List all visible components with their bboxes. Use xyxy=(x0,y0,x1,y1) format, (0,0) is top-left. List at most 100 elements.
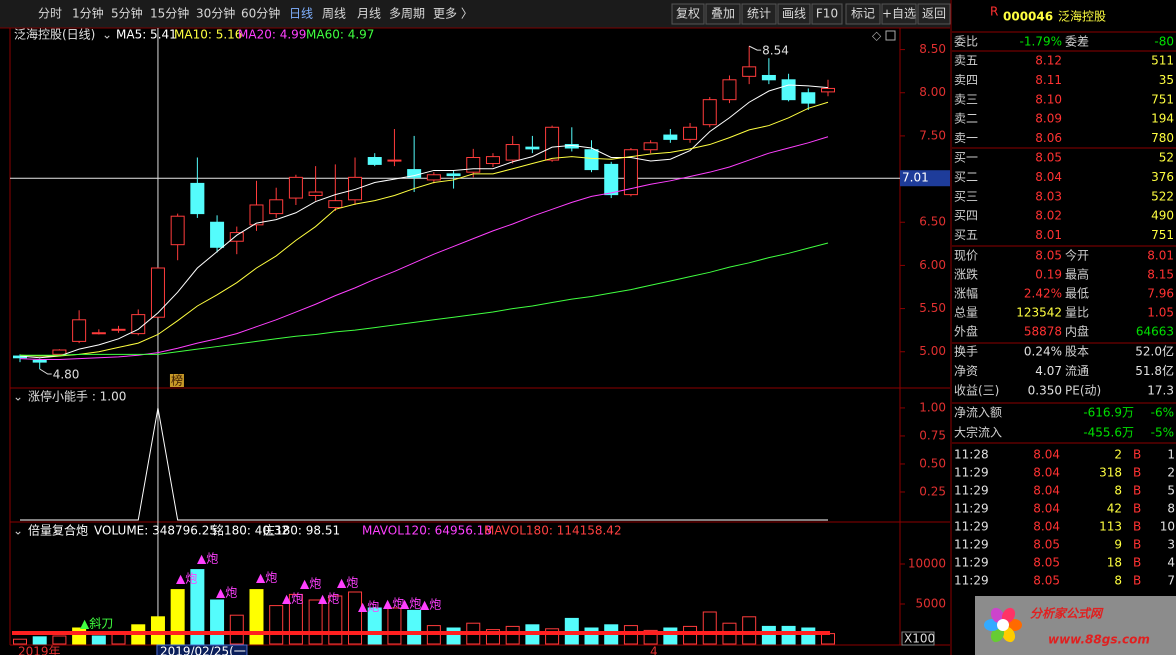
tool-button[interactable] xyxy=(881,3,917,25)
tool-button[interactable] xyxy=(777,3,811,25)
flow-pct: -6% xyxy=(1151,406,1174,420)
period-tab[interactable]: 更多 〉 xyxy=(433,7,473,21)
trade-price: 8.05 xyxy=(1033,574,1060,588)
y-tick-label: 6.00 xyxy=(919,258,946,272)
knife-label: ▲斜刀 xyxy=(80,617,113,631)
candle-body xyxy=(111,328,126,331)
period-tab[interactable]: 15分钟 xyxy=(150,6,189,21)
tool-button[interactable] xyxy=(671,3,705,25)
volume-bar xyxy=(781,625,796,645)
depth-label: 买三 xyxy=(954,189,978,203)
quote-value: 1.05 xyxy=(1147,306,1174,320)
tool-label[interactable]: 复权 xyxy=(676,7,700,21)
collapse-icon[interactable]: ⌄ xyxy=(13,390,23,404)
trade-count: 3 xyxy=(1167,538,1175,552)
y-tick-label: 5.00 xyxy=(919,344,946,358)
trade-side: B xyxy=(1133,448,1141,462)
period-tab[interactable]: 月线 xyxy=(357,7,381,21)
candle-body xyxy=(52,349,67,355)
period-tab[interactable]: 分时 xyxy=(38,7,62,21)
y-tick-label: 0.25 xyxy=(919,484,946,498)
unit-box xyxy=(901,631,935,646)
tool-button[interactable] xyxy=(845,3,881,25)
volume-bar xyxy=(387,607,402,645)
trade-price: 8.04 xyxy=(1033,520,1060,534)
candle-body xyxy=(623,149,638,196)
period-tab[interactable]: 周线 xyxy=(322,7,346,21)
collapse-icon[interactable]: ⌄ xyxy=(13,524,23,538)
y-tick-label: 8.50 xyxy=(919,42,946,56)
depth-volume: 511 xyxy=(1151,54,1174,68)
quote-label: 量比 xyxy=(1065,306,1089,320)
diamond-icon[interactable]: ◇ xyxy=(872,29,882,43)
y-tick-label: 5000 xyxy=(915,597,946,611)
collapse-icon[interactable]: ⌄ xyxy=(102,28,112,42)
logo-petal xyxy=(1001,626,1016,643)
period-tab[interactable]: 30分钟 xyxy=(196,6,235,21)
date-label: 2019/02/25(一 xyxy=(160,645,246,655)
tool-label[interactable]: +自选 xyxy=(882,7,916,21)
volume-bar xyxy=(229,614,244,645)
trade-volume: 2 xyxy=(1114,448,1122,462)
marker-label: 榜 xyxy=(171,373,183,388)
tool-label[interactable]: 标记 xyxy=(851,7,875,21)
quote-label: 最高 xyxy=(1065,267,1089,282)
period-tab[interactable]: 多周期 xyxy=(389,7,425,21)
signal-label: ▲炮 xyxy=(318,592,339,606)
trade-side: B xyxy=(1133,574,1141,588)
tool-label[interactable]: 返回 xyxy=(922,7,946,21)
quote-value: 4.07 xyxy=(1035,364,1062,378)
trade-side: B xyxy=(1133,466,1141,480)
depth-price: 8.03 xyxy=(1035,189,1062,203)
trade-time: 11:29 xyxy=(954,520,989,534)
tool-button[interactable] xyxy=(705,3,741,25)
tool-label[interactable]: 统计 xyxy=(747,7,771,21)
depth-volume: 376 xyxy=(1151,170,1174,184)
volume-label: VOLUME: 348796.25 xyxy=(94,524,217,538)
volume-bar xyxy=(446,627,461,645)
depth-volume: 52 xyxy=(1159,151,1174,165)
tool-label[interactable]: 画线 xyxy=(782,7,806,21)
tool-button[interactable] xyxy=(917,3,951,25)
flow-value: -455.6万 xyxy=(1083,426,1134,440)
current-price-tag xyxy=(900,170,950,187)
candle-body xyxy=(446,173,461,177)
candle-body xyxy=(288,176,303,199)
chart-title: 泛海控股(日线) xyxy=(14,27,95,42)
trade-volume: 318 xyxy=(1099,466,1122,480)
y-tick-label: 6.50 xyxy=(919,215,946,229)
tool-label[interactable]: 叠加 xyxy=(711,7,735,21)
indicator-title: 涨停小能手 : 1.00 xyxy=(28,389,126,404)
quote-value: 2.42% xyxy=(1024,287,1062,301)
volume-bar xyxy=(249,589,264,645)
trade-time: 11:29 xyxy=(954,484,989,498)
period-tab[interactable]: 日线 xyxy=(289,7,313,21)
y-tick-label: 1.00 xyxy=(919,400,946,414)
quote-label: 现价 xyxy=(954,249,978,263)
candle-body xyxy=(466,156,481,173)
depth-price: 8.11 xyxy=(1035,73,1062,87)
period-tab[interactable]: 1分钟 xyxy=(72,6,104,21)
tool-label[interactable]: F10 xyxy=(816,7,838,21)
trade-volume: 42 xyxy=(1107,502,1122,516)
volume-label: 倍量复合炮 xyxy=(28,523,88,538)
period-tab[interactable]: 5分钟 xyxy=(111,6,143,21)
trade-volume: 113 xyxy=(1099,520,1122,534)
candle-body xyxy=(387,159,402,162)
candle-body xyxy=(505,144,520,161)
quote-label: 换手 xyxy=(954,345,978,359)
tool-button[interactable] xyxy=(811,3,843,25)
window-icon[interactable] xyxy=(885,30,896,41)
quote-value: 8.15 xyxy=(1147,268,1174,282)
trade-price: 8.05 xyxy=(1033,538,1060,552)
candle-body xyxy=(742,66,757,77)
period-tab[interactable]: 60分钟 xyxy=(241,6,280,21)
quote-value: 8.01 xyxy=(1147,249,1174,263)
depth-volume: 194 xyxy=(1151,112,1174,126)
date-label: 4 xyxy=(650,645,658,655)
depth-price: 8.01 xyxy=(1035,228,1062,242)
candle-body xyxy=(210,221,225,248)
tool-button[interactable] xyxy=(741,3,777,25)
candle-body xyxy=(229,232,244,242)
